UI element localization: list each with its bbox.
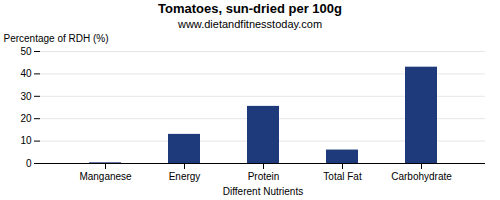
- svg-text:40: 40: [20, 68, 32, 79]
- html-text:www.dietandfitnesstoday.com: www.dietandfitnesstoday.com: [178, 18, 322, 30]
- svg-text:0: 0: [26, 158, 32, 169]
- svg-text:10: 10: [20, 135, 32, 146]
- svg-text:20: 20: [20, 113, 32, 124]
- svg-text:30: 30: [20, 91, 32, 102]
- svg-text:Different Nutrients: Different Nutrients: [223, 186, 303, 197]
- svg-text:50: 50: [20, 46, 32, 57]
- svg-text:Protein: Protein: [248, 171, 280, 182]
- svg-text:Percentage of RDH (%): Percentage of RDH (%): [4, 33, 109, 44]
- svg-text:Carbohydrate: Carbohydrate: [391, 171, 452, 182]
- svg-text:Manganese: Manganese: [79, 171, 132, 182]
- html-text:Tomatoes, sun-dried per 100g: Tomatoes, sun-dried per 100g: [158, 1, 342, 16]
- svg-text:Energy: Energy: [169, 171, 201, 182]
- svg-text:Total Fat: Total Fat: [323, 171, 362, 182]
